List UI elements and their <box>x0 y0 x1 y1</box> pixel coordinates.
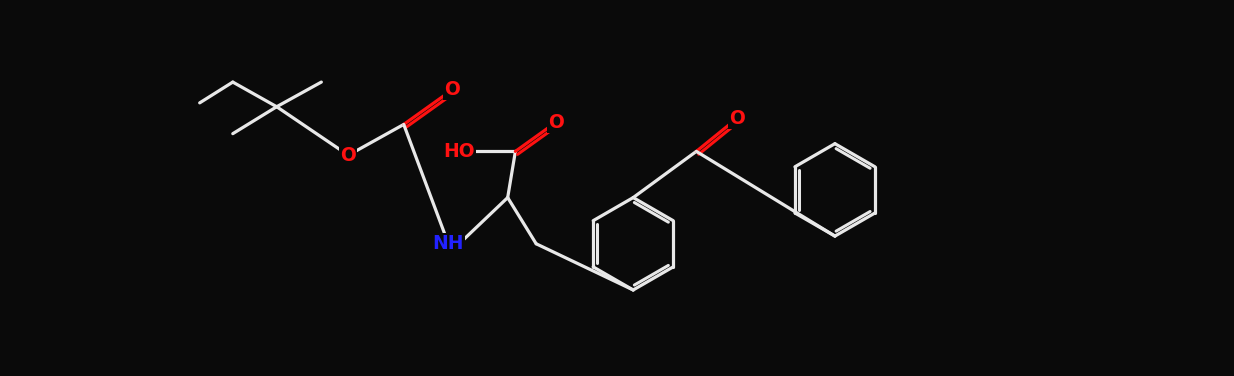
Text: O: O <box>341 146 357 165</box>
Text: HO: HO <box>443 142 475 161</box>
Text: O: O <box>548 113 564 132</box>
Text: NH: NH <box>433 234 464 253</box>
Text: O: O <box>729 109 745 128</box>
Text: O: O <box>444 80 460 99</box>
